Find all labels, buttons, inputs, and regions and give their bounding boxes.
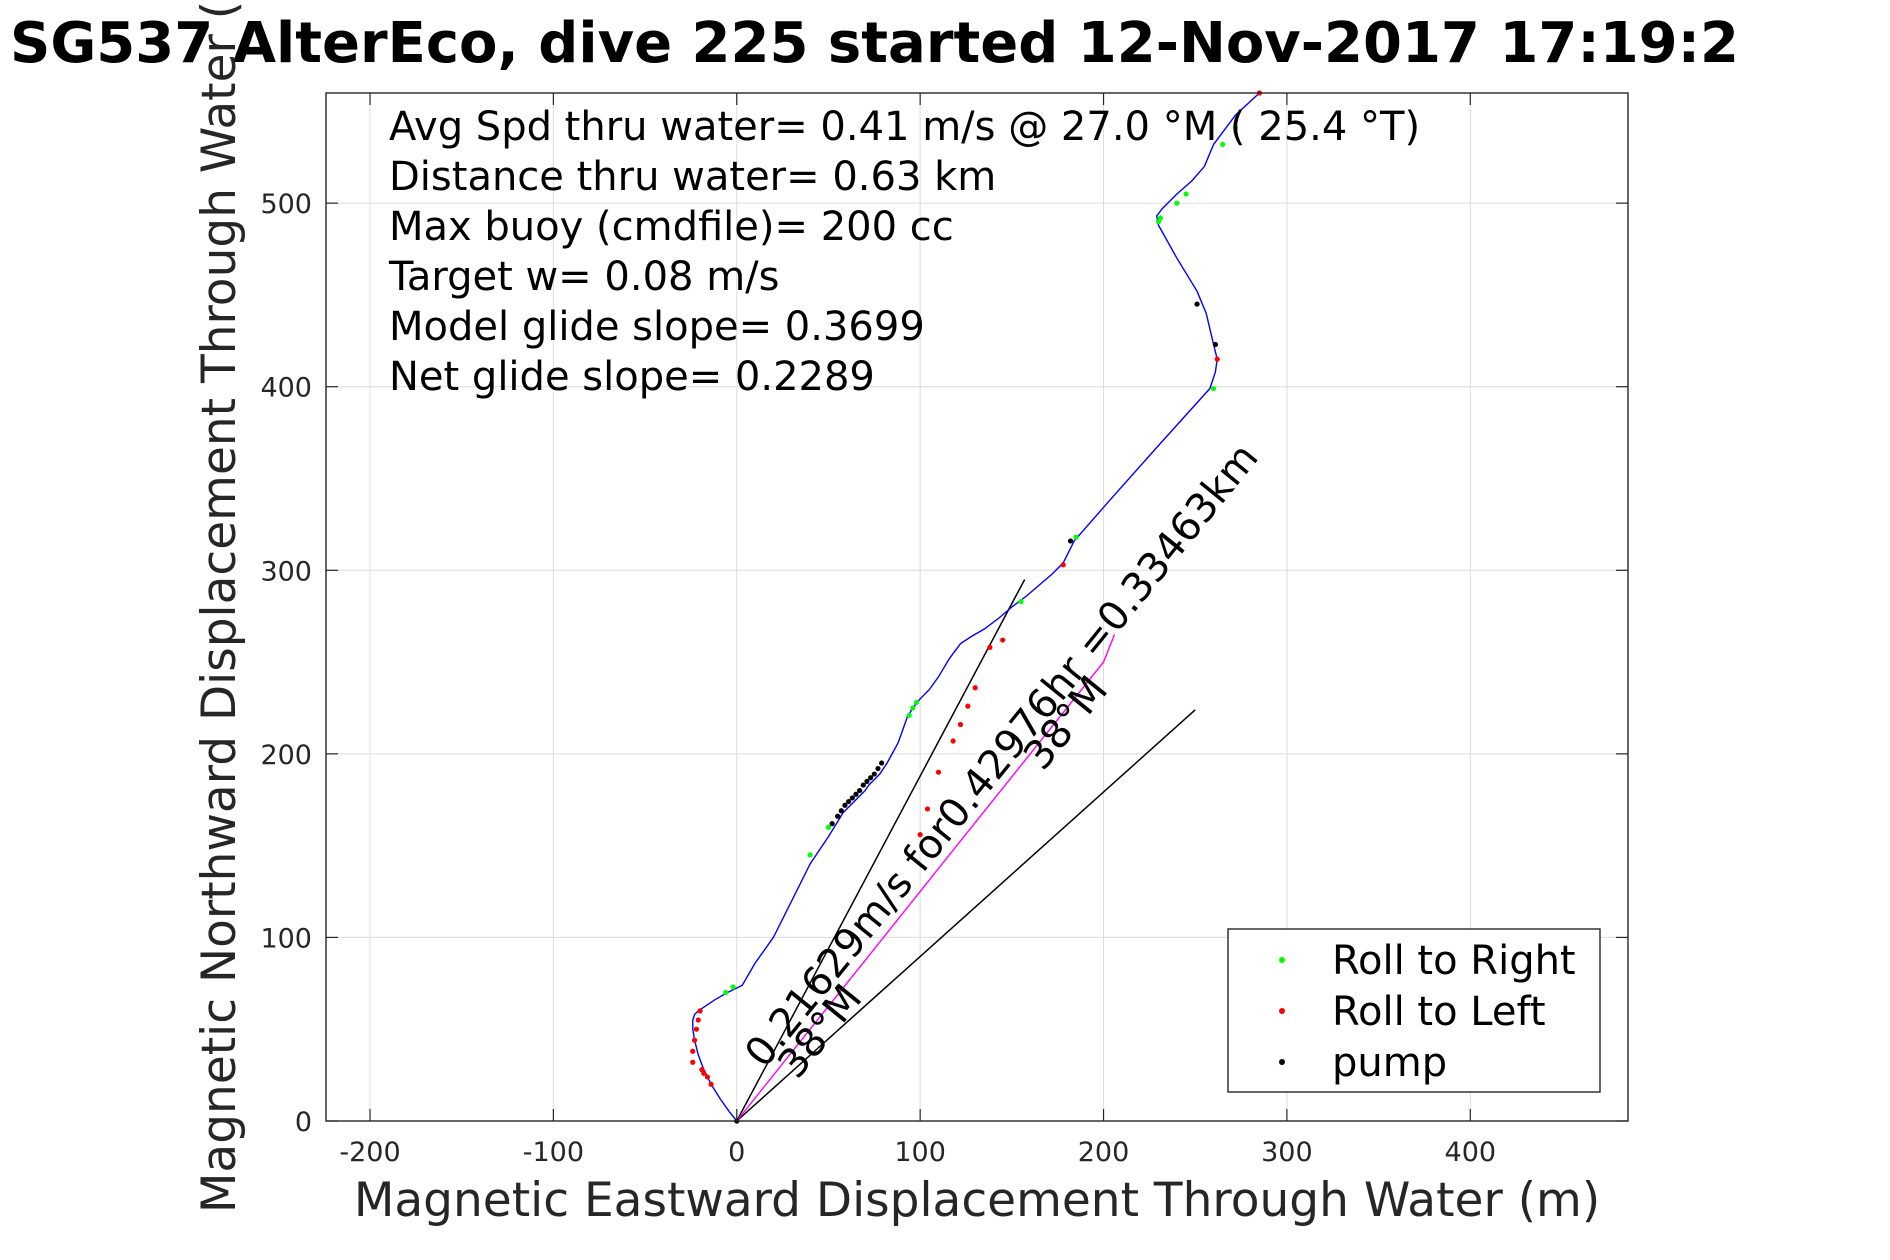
point-roll-to-right-4: [906, 712, 912, 718]
legend-marker-2: [1279, 1059, 1285, 1065]
x-axis-label: Magnetic Eastward Displacement Through W…: [354, 1173, 1600, 1228]
plot-frame: [325, 92, 1629, 1122]
point-roll-to-left-7: [701, 1070, 707, 1076]
point-pump-15: [1067, 538, 1074, 544]
legend-label-2: pump: [1332, 1040, 1447, 1086]
chart-title: SG537 AlterEco, dive 225 started 12-Nov-…: [10, 11, 1739, 76]
point-pump-5: [846, 798, 852, 805]
info-line-2: Max buoy (cmdfile)= 200 cc: [389, 204, 954, 250]
point-roll-to-right-2: [807, 852, 813, 858]
point-pump-12: [871, 771, 877, 777]
point-roll-to-right-3: [825, 824, 832, 830]
point-roll-to-left-1: [690, 1048, 696, 1054]
point-roll-to-left-3: [693, 1026, 700, 1032]
y-tick-label-3: 300: [260, 556, 312, 587]
legend-marker-0: [1279, 957, 1285, 963]
info-line-0: Avg Spd thru water= 0.41 m/s @ 27.0 °M (…: [389, 104, 1420, 150]
point-roll-to-left-12: [935, 769, 942, 775]
point-roll-to-left-14: [957, 721, 964, 728]
point-roll-to-right-7: [1018, 598, 1024, 605]
point-pump-1: [829, 821, 835, 827]
reference-line-0: [736, 579, 1026, 1122]
point-pump-8: [857, 787, 863, 794]
point-pump-6: [849, 795, 855, 801]
point-roll-to-left-17: [987, 644, 993, 650]
point-roll-to-left-2: [691, 1037, 698, 1043]
point-roll-to-left-15: [965, 703, 971, 709]
info-line-3: Target w= 0.08 m/s: [388, 254, 779, 300]
point-roll-to-left-19: [1060, 562, 1066, 568]
point-pump-7: [853, 791, 859, 797]
point-pump-9: [860, 782, 866, 788]
point-roll-to-right-6: [913, 699, 920, 706]
legend-label-0: Roll to Right: [1332, 938, 1576, 984]
point-roll-to-right-15: [1232, 125, 1239, 131]
point-roll-to-left-9: [708, 1081, 714, 1087]
x-tick-label-5: 300: [1261, 1137, 1313, 1168]
legend-box: [1227, 928, 1601, 1093]
info-line-5: Net glide slope= 0.2289: [389, 354, 875, 400]
y-tick-label-2: 200: [260, 740, 312, 771]
point-roll-to-left-20: [1214, 356, 1220, 362]
point-pump-14: [879, 760, 885, 766]
point-roll-to-right-12: [1183, 191, 1189, 197]
reference-lines: [736, 579, 1196, 1122]
y-tick-label-5: 500: [260, 189, 312, 220]
x-tick-label-1: -100: [523, 1137, 584, 1168]
info-box: Avg Spd thru water= 0.41 m/s @ 27.0 °M (…: [388, 104, 1420, 400]
legend-label-1: Roll to Left: [1332, 989, 1546, 1035]
y-tick-label-4: 400: [260, 373, 312, 404]
legend-marker-1: [1279, 1008, 1285, 1014]
point-pump-16: [1194, 301, 1200, 307]
x-tick-label-3: 100: [894, 1137, 946, 1168]
point-roll-to-left-13: [950, 738, 956, 744]
point-pump-17: [1212, 341, 1218, 348]
series-line-dive-track: [692, 92, 1260, 1122]
point-roll-to-right-1: [723, 989, 729, 996]
point-roll-to-right-13: [1210, 385, 1217, 392]
point-roll-to-left-5: [697, 1008, 703, 1014]
info-line-4: Model glide slope= 0.3699: [389, 304, 925, 350]
point-roll-to-left-4: [695, 1017, 701, 1023]
series-layer: [692, 92, 1260, 1122]
point-pump-13: [875, 765, 881, 772]
point-roll-to-right-11: [1174, 200, 1180, 206]
x-tick-label-2: 0: [728, 1137, 745, 1168]
point-roll-to-left-18: [1000, 637, 1006, 643]
legend: Roll to Right Roll to Left pump: [1227, 928, 1601, 1093]
y-axis-label: Magnetic Northward Displacement Through …: [192, 1, 247, 1213]
series-line-current-track: [736, 634, 1116, 1122]
point-roll-to-left-0: [690, 1059, 696, 1065]
point-roll-to-left-11: [924, 806, 931, 812]
point-roll-to-right-10: [1157, 215, 1163, 221]
axis-ticks: -200 -100 0 100 200 300 400 0 100 200 300 400 500: [260, 93, 1628, 1168]
point-roll-to-right-5: [910, 705, 916, 711]
y-tick-label-1: 100: [260, 923, 312, 954]
point-roll-to-right-0: [730, 984, 736, 990]
x-tick-label-6: 400: [1445, 1137, 1497, 1168]
x-tick-label-0: -200: [339, 1137, 400, 1168]
point-pump-2: [835, 813, 841, 819]
point-pump-4: [842, 802, 848, 808]
info-line-1: Distance thru water= 0.63 km: [389, 154, 996, 200]
point-roll-to-right-14: [1220, 141, 1226, 147]
point-pump-10: [864, 778, 870, 784]
x-tick-label-4: 200: [1078, 1137, 1130, 1168]
y-tick-label-0: 0: [295, 1107, 312, 1138]
point-roll-to-right-8: [1073, 534, 1079, 540]
reference-line-1: [736, 709, 1196, 1122]
point-roll-to-left-16: [972, 685, 978, 691]
point-pump-11: [868, 775, 874, 781]
point-roll-to-left-10: [917, 832, 923, 838]
point-roll-to-left-8: [704, 1074, 711, 1080]
point-pump-3: [838, 808, 844, 814]
